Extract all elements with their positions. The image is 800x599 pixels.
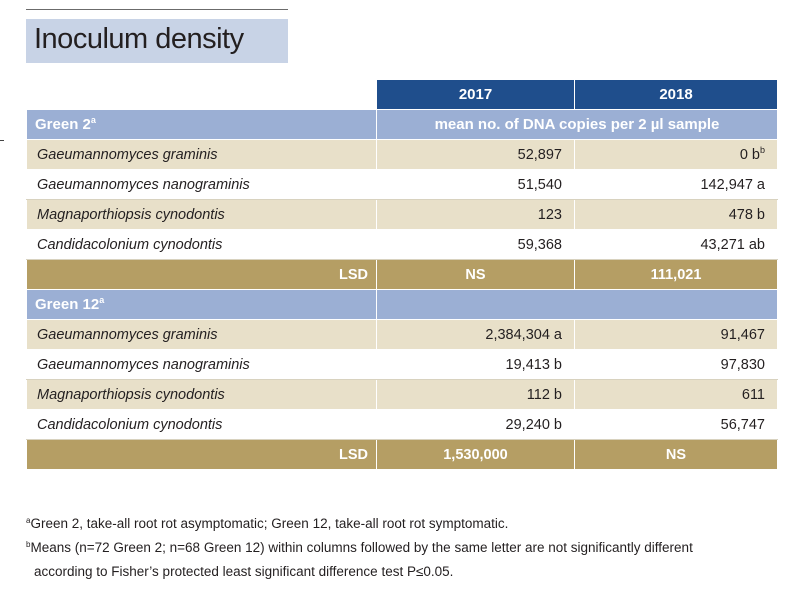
value-footnote-mark: b	[759, 144, 765, 155]
value-2017-cell: 2,384,304 a	[376, 319, 575, 350]
table-row: Candidacolonium cynodontis 29,240 b 56,7…	[26, 409, 778, 440]
footnote-text: Green 2, take-all root rot asymptomatic;…	[30, 516, 509, 531]
lsd-2017-value: 1,530,000	[376, 439, 575, 470]
species-cell: Gaeumannomyces graminis	[26, 139, 377, 170]
group-header-green-12: Green 12a	[26, 289, 778, 320]
species-cell: Magnaporthiopsis cynodontis	[26, 379, 377, 410]
table-row: Gaeumannomyces graminis 2,384,304 a 91,4…	[26, 319, 778, 350]
table-row: Candidacolonium cynodontis 59,368 43,271…	[26, 229, 778, 260]
species-cell: Gaeumannomyces nanograminis	[26, 169, 377, 200]
group-footnote-mark: a	[99, 295, 105, 305]
footnote-b-continued: according to Fisher’s protected least si…	[26, 560, 693, 584]
species-cell: Gaeumannomyces graminis	[26, 319, 377, 350]
lsd-2018-value: 111,021	[574, 259, 778, 290]
group-description: mean no. of DNA copies per 2 µl sample	[376, 109, 778, 140]
species-cell: Candidacolonium cynodontis	[26, 229, 377, 260]
value-2017-cell: 51,540	[376, 169, 575, 200]
group-name-cell: Green 2a	[26, 109, 377, 140]
lsd-row: LSD NS 111,021	[26, 259, 778, 290]
lsd-label: LSD	[26, 439, 377, 470]
year-header-row: 2017 2018	[26, 79, 778, 110]
value-2017-cell: 52,897	[376, 139, 575, 170]
footnote-a: aGreen 2, take-all root rot asymptomatic…	[26, 512, 693, 536]
page-title: Inoculum density	[34, 23, 244, 55]
footnote-mark: a	[26, 516, 31, 525]
value-2017-cell: 112 b	[376, 379, 575, 410]
value-2018-cell: 0 bb	[574, 139, 778, 170]
title-rule	[26, 9, 288, 10]
footnote-text: according to Fisher’s protected least si…	[34, 564, 454, 579]
footnote-mark: b	[26, 540, 31, 549]
lsd-label: LSD	[26, 259, 377, 290]
value-2018-cell: 91,467	[574, 319, 778, 350]
value-2018-cell: 142,947 a	[574, 169, 778, 200]
table-row: Magnaporthiopsis cynodontis 123 478 b	[26, 199, 778, 230]
value-2018-text: 0 b	[739, 146, 760, 163]
table-row: Gaeumannomyces nanograminis 51,540 142,9…	[26, 169, 778, 200]
group-name: Green 12	[35, 296, 100, 313]
margin-mark	[0, 140, 4, 141]
group-footnote-mark: a	[90, 115, 96, 125]
value-2017-cell: 123	[376, 199, 575, 230]
group-name: Green 2	[35, 116, 91, 133]
table-row: Gaeumannomyces nanograminis 19,413 b 97,…	[26, 349, 778, 380]
lsd-2018-value: NS	[574, 439, 778, 470]
table-row: Gaeumannomyces graminis 52,897 0 bb	[26, 139, 778, 170]
lsd-2017-value: NS	[376, 259, 575, 290]
value-2017-cell: 19,413 b	[376, 349, 575, 380]
species-cell: Magnaporthiopsis cynodontis	[26, 199, 377, 230]
footnote-text: Means (n=72 Green 2; n=68 Green 12) with…	[30, 540, 693, 555]
table-row: Magnaporthiopsis cynodontis 112 b 611	[26, 379, 778, 410]
value-2018-cell: 478 b	[574, 199, 778, 230]
group-header-green-2: Green 2a mean no. of DNA copies per 2 µl…	[26, 109, 778, 140]
title-box: Inoculum density	[26, 19, 288, 63]
header-blank-cell	[26, 79, 377, 110]
value-2017-cell: 59,368	[376, 229, 575, 260]
value-2018-cell: 97,830	[574, 349, 778, 380]
value-2018-cell: 611	[574, 379, 778, 410]
value-2018-cell: 43,271 ab	[574, 229, 778, 260]
group-name-cell: Green 12a	[26, 289, 377, 320]
year-2018-header: 2018	[574, 79, 778, 110]
lsd-row: LSD 1,530,000 NS	[26, 439, 778, 470]
species-cell: Gaeumannomyces nanograminis	[26, 349, 377, 380]
value-2018-cell: 56,747	[574, 409, 778, 440]
value-2017-cell: 29,240 b	[376, 409, 575, 440]
year-2017-header: 2017	[376, 79, 575, 110]
inoculum-density-table: 2017 2018 Green 2a mean no. of DNA copie…	[26, 79, 778, 470]
footnotes: aGreen 2, take-all root rot asymptomatic…	[26, 512, 693, 584]
species-cell: Candidacolonium cynodontis	[26, 409, 377, 440]
group-description	[376, 289, 778, 320]
footnote-b: bMeans (n=72 Green 2; n=68 Green 12) wit…	[26, 536, 693, 560]
